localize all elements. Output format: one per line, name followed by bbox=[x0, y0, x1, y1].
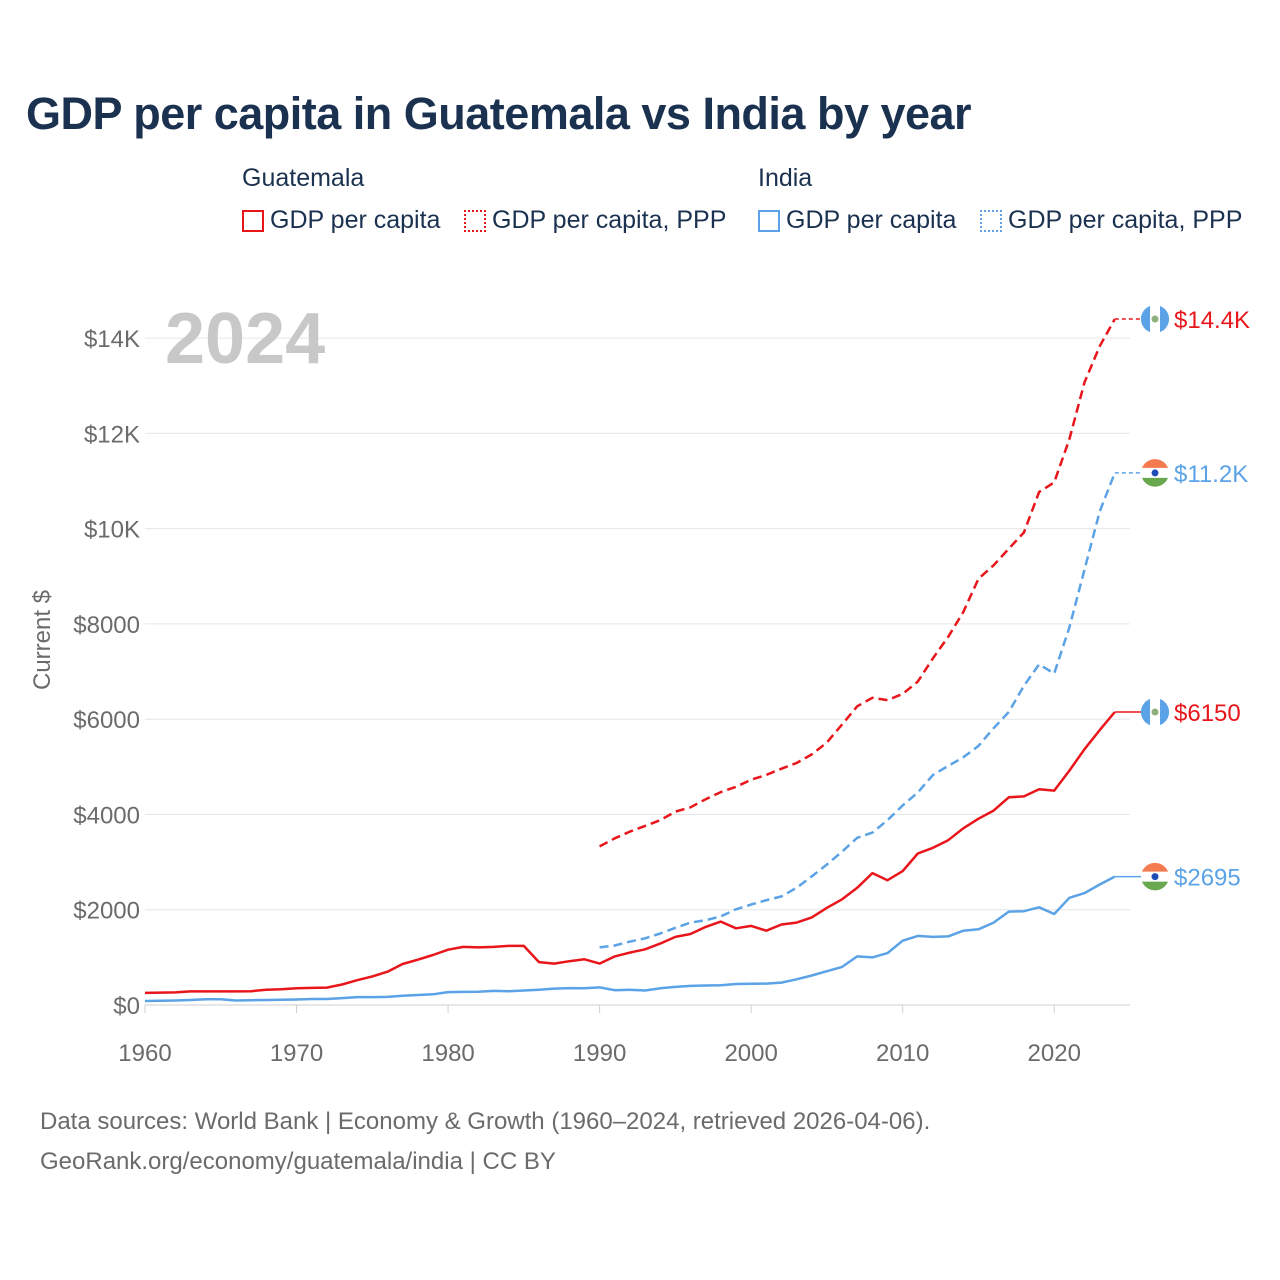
series-line-1 bbox=[599, 318, 1116, 848]
y-tick-label: $0 bbox=[113, 993, 140, 1020]
x-axis: 1960 1970 1980 1990 2000 2010 2020 bbox=[118, 1005, 1081, 1067]
y-tick-label: $8000 bbox=[73, 612, 140, 639]
flag-emblem bbox=[1151, 708, 1159, 716]
legend-label: GDP per capita, PPP bbox=[492, 206, 727, 234]
y-tick-label: $6000 bbox=[73, 707, 140, 734]
x-tick-label: 2010 bbox=[876, 1040, 929, 1067]
x-tick-label: 2020 bbox=[1028, 1040, 1081, 1067]
flag-band bbox=[1140, 698, 1150, 726]
flag-band bbox=[1142, 459, 1168, 468]
footer-credit: GeoRank.org/economy/guatemala/india | CC… bbox=[40, 1148, 556, 1175]
legend-group-title: India bbox=[758, 164, 813, 192]
end-value-label: $2695 bbox=[1174, 865, 1241, 892]
flag-band bbox=[1142, 862, 1168, 872]
india-flag-icon bbox=[1141, 458, 1169, 487]
series-line-0 bbox=[144, 711, 1116, 995]
y-tick-label: $12K bbox=[84, 421, 140, 448]
chart-title: GDP per capita in Guatemala vs India by … bbox=[26, 88, 972, 139]
dotted-swatch-icon bbox=[980, 209, 1002, 232]
y-axis-label: Current $ bbox=[29, 590, 56, 690]
end-value-label: $6150 bbox=[1174, 700, 1241, 727]
y-tick-label: $14K bbox=[84, 326, 140, 353]
legend-group-title: Guatemala bbox=[242, 164, 365, 192]
end-labels: $6150 $14.4K $2695 $11.2K bbox=[1114, 305, 1250, 892]
grid-lines bbox=[145, 337, 1130, 1006]
y-tick-label: $10K bbox=[84, 517, 140, 544]
y-tick-label: $4000 bbox=[73, 802, 140, 829]
legend-label: GDP per capita bbox=[786, 206, 957, 234]
x-tick-label: 1960 bbox=[118, 1040, 171, 1067]
legend-item-india-gdp[interactable]: GDP per capita bbox=[758, 206, 956, 235]
flag-chakra bbox=[1151, 873, 1159, 881]
series-line-2 bbox=[144, 875, 1116, 1003]
india-flag-icon bbox=[1140, 305, 1170, 334]
y-axis: $0 $2000 $4000 $6000 $8000 $10K $12K $14K bbox=[73, 326, 140, 1020]
x-tick-label: 2000 bbox=[724, 1040, 777, 1067]
flag-band bbox=[1142, 881, 1168, 891]
legend-label: GDP per capita, PPP bbox=[1008, 206, 1243, 234]
flag-band bbox=[1160, 305, 1170, 333]
x-tick-label: 1970 bbox=[270, 1040, 323, 1067]
legend-item-guatemala-gdp-ppp[interactable]: GDP per capita, PPP bbox=[464, 206, 726, 235]
series-lines bbox=[144, 318, 1116, 1003]
flag-emblem bbox=[1151, 315, 1159, 323]
year-watermark: 2024 bbox=[165, 299, 325, 379]
solid-swatch-icon bbox=[242, 209, 264, 232]
x-tick-label: 1990 bbox=[573, 1040, 626, 1067]
legend-label: GDP per capita bbox=[270, 206, 441, 234]
legend-item-india-gdp-ppp[interactable]: GDP per capita, PPP bbox=[980, 206, 1242, 235]
footer-sources: Data sources: World Bank | Economy & Gro… bbox=[40, 1108, 931, 1135]
x-tick-label: 1980 bbox=[421, 1040, 474, 1067]
end-value-label: $14.4K bbox=[1174, 307, 1250, 334]
end-value-label: $11.2K bbox=[1174, 461, 1248, 488]
line-chart: 2024 $0$2000$4000$6000$8000$10K$12K$14K … bbox=[29, 299, 1250, 1067]
guatemala-flag-icon bbox=[1140, 698, 1170, 727]
guatemala-flag-icon bbox=[1141, 862, 1169, 891]
solid-swatch-icon bbox=[758, 209, 780, 232]
flag-band bbox=[1160, 698, 1170, 726]
flag-band bbox=[1142, 477, 1168, 487]
y-tick-label: $2000 bbox=[73, 898, 140, 925]
dotted-swatch-icon bbox=[464, 209, 486, 232]
flag-band bbox=[1140, 305, 1150, 333]
flag-chakra bbox=[1151, 469, 1159, 477]
legend-item-guatemala-gdp[interactable]: GDP per capita bbox=[242, 206, 440, 235]
series-line-3 bbox=[599, 472, 1116, 949]
